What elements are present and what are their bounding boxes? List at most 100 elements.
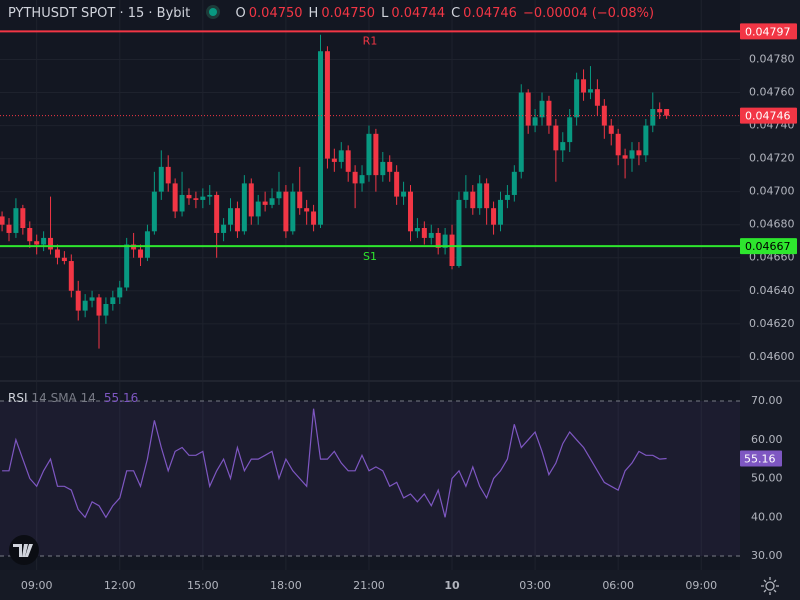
y-tick-label: 0.04620 <box>749 317 795 330</box>
candle-body <box>525 92 531 126</box>
x-tick-label: 03:00 <box>519 579 551 592</box>
ohlc-value: 0.04746 <box>463 6 517 21</box>
candle-body <box>234 208 240 232</box>
rsi-value-label: 55.16 <box>744 453 776 466</box>
candle-body <box>54 249 60 258</box>
y-tick-label: 0.04640 <box>749 284 795 297</box>
candle-body <box>470 191 476 209</box>
candle-body <box>546 100 552 126</box>
y-tick-label: 70.00 <box>751 394 783 407</box>
candle-body <box>587 89 593 93</box>
candle-body <box>27 228 33 242</box>
candle-body <box>151 191 157 232</box>
x-tick-label: 18:00 <box>270 579 302 592</box>
candle-body <box>262 201 268 205</box>
x-tick-label: 06:00 <box>602 579 634 592</box>
x-tick-label: 15:00 <box>187 579 219 592</box>
status-dot <box>209 8 218 16</box>
candle-body <box>34 241 40 245</box>
candle-body <box>207 194 213 197</box>
candle-body <box>269 198 275 205</box>
candle-body <box>221 224 227 233</box>
candle-body <box>414 228 420 232</box>
rsi-params: 14 SMA 14 <box>31 391 96 405</box>
rsi-value: 55.16 <box>103 391 139 405</box>
settings-icon[interactable] <box>761 577 779 595</box>
last-price-label: 0.04746 <box>745 110 791 123</box>
candle-body <box>138 249 144 258</box>
candle-body <box>324 51 330 159</box>
pivot-price-box <box>740 238 797 255</box>
ohlc-key: L <box>381 6 389 21</box>
y-tick-label: 0.04720 <box>749 152 795 165</box>
tv-logo <box>9 535 39 565</box>
candle-body <box>601 105 607 126</box>
candle-body <box>276 191 282 199</box>
symbol-title[interactable]: PYTHUSDT SPOT · 15 · Bybit <box>8 6 191 21</box>
candle-body <box>407 191 413 232</box>
candle-body <box>518 92 524 172</box>
y-tick-label: 30.00 <box>751 549 783 562</box>
candle-body <box>61 257 67 262</box>
candle-body <box>165 166 171 184</box>
rsi-value-box <box>740 450 782 467</box>
candle-body <box>394 171 400 197</box>
candle-body <box>359 175 365 184</box>
candle-body <box>318 51 324 225</box>
y-tick-label: 40.00 <box>751 510 783 523</box>
x-tick-label: 10 <box>444 579 460 592</box>
candle-body <box>643 125 649 156</box>
candle-body <box>0 216 5 225</box>
rsi-pane <box>0 382 740 570</box>
candle-body <box>13 208 19 233</box>
candle-body <box>594 89 600 106</box>
candle-body <box>581 79 587 93</box>
candle-body <box>172 183 178 212</box>
change: −0.00004 (−0.08%) <box>522 6 655 21</box>
price-pane <box>0 0 740 380</box>
candle-body <box>387 161 393 172</box>
candle-body <box>456 199 462 266</box>
candle-body <box>124 244 130 288</box>
candle-body <box>477 183 483 209</box>
candle-body <box>449 234 455 266</box>
candle-body <box>48 237 54 250</box>
candle-body <box>574 79 580 118</box>
ohlc-value: 0.04744 <box>391 6 446 21</box>
candle-body <box>82 300 88 311</box>
pivot-price-label: 0.04797 <box>745 25 791 38</box>
candle-body <box>248 183 254 217</box>
candle-body <box>650 109 656 126</box>
candle-body <box>304 208 310 212</box>
candle-body <box>290 191 296 232</box>
y-tick-label: 0.04760 <box>749 86 795 99</box>
last-price-box <box>740 107 797 124</box>
candle-body <box>442 234 448 248</box>
y-tick-label: 60.00 <box>751 433 783 446</box>
candle-body <box>622 155 628 159</box>
candle-body <box>297 191 303 209</box>
symbol-header: PYTHUSDT SPOT · 15 · Bybit O 0.04750 H 0.04… <box>8 6 660 21</box>
candle-body <box>373 133 379 176</box>
candle-body <box>68 261 74 291</box>
candle-body <box>193 198 199 200</box>
y-tick-label: 0.04780 <box>749 52 795 65</box>
candle-body <box>421 228 427 238</box>
x-tick-label: 09:00 <box>21 579 53 592</box>
candle-body <box>214 194 220 233</box>
candle-body <box>657 109 663 113</box>
candle-body <box>615 133 621 156</box>
candle-body <box>539 100 545 118</box>
pivot-name: S1 <box>363 250 377 263</box>
x-tick-label: 09:00 <box>685 579 717 592</box>
ohlc-value: 0.04750 <box>248 6 303 21</box>
candle-body <box>186 194 192 199</box>
candle-body <box>144 231 150 258</box>
candle-body <box>20 208 26 228</box>
candle-body <box>484 183 490 209</box>
y-tick-label: 0.04600 <box>749 350 795 363</box>
rsi-title: RSI <box>8 391 28 405</box>
candle-body <box>338 150 344 162</box>
y-tick-label: 50.00 <box>751 472 783 485</box>
